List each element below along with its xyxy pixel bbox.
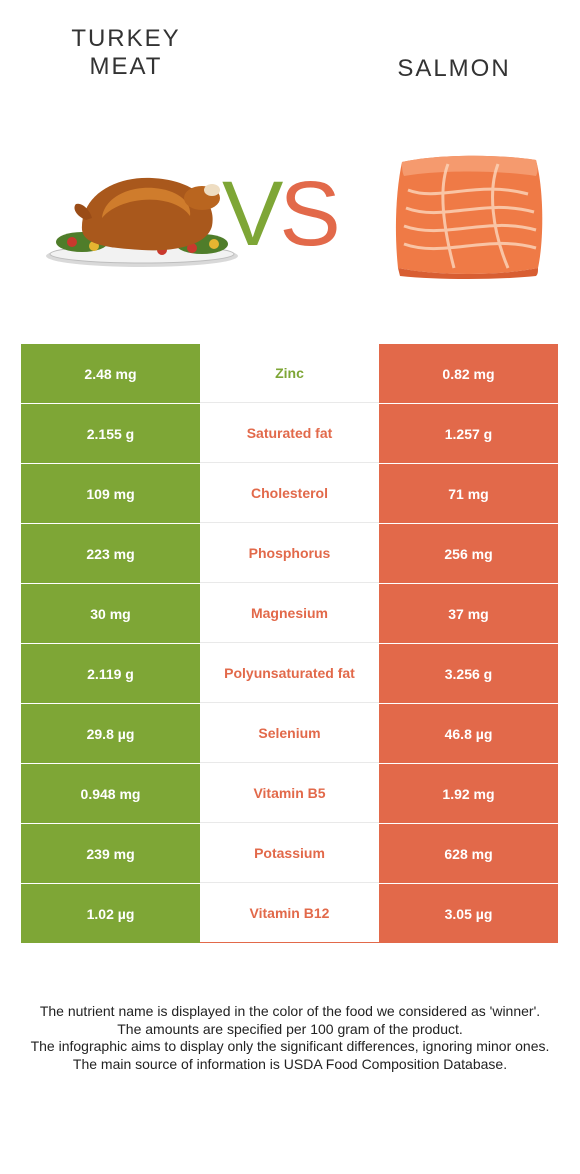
salmon-value: 46.8 µg <box>379 704 558 763</box>
nutrient-name: Saturated fat <box>200 404 379 463</box>
turkey-value: 2.119 g <box>21 644 200 703</box>
table-row: 239 mg Potassium 628 mg <box>21 824 558 884</box>
food-left-title: TURKEY MEAT <box>71 25 181 80</box>
table-row: 2.155 g Saturated fat 1.257 g <box>21 404 558 464</box>
vs-v: V <box>222 163 283 265</box>
nutrient-name: Magnesium <box>200 584 379 643</box>
vs-label: VS <box>222 168 341 260</box>
turkey-value: 29.8 µg <box>21 704 200 763</box>
nutrient-name: Cholesterol <box>200 464 379 523</box>
table-row: 109 mg Cholesterol 71 mg <box>21 464 558 524</box>
salmon-value: 0.82 mg <box>379 344 558 403</box>
turkey-value: 109 mg <box>21 464 200 523</box>
table-row: 30 mg Magnesium 37 mg <box>21 584 558 644</box>
table-row: 2.119 g Polyunsaturated fat 3.256 g <box>21 644 558 704</box>
nutrient-name: Vitamin B5 <box>200 764 379 823</box>
table-row: 1.02 µg Vitamin B12 3.05 µg <box>21 884 558 944</box>
salmon-value: 1.92 mg <box>379 764 558 823</box>
nutrient-name: Potassium <box>200 824 379 883</box>
salmon-value: 71 mg <box>379 464 558 523</box>
turkey-image <box>46 177 238 267</box>
turkey-value: 30 mg <box>21 584 200 643</box>
nutrient-name: Zinc <box>200 344 379 403</box>
footnotes: The nutrient name is displayed in the co… <box>20 1003 560 1073</box>
footnote-line: The amounts are specified per 100 gram o… <box>117 1020 463 1037</box>
table-row: 223 mg Phosphorus 256 mg <box>21 524 558 584</box>
nutrient-name: Phosphorus <box>200 524 379 583</box>
table-row: 29.8 µg Selenium 46.8 µg <box>21 704 558 764</box>
vs-s: S <box>279 163 340 265</box>
salmon-value: 3.256 g <box>379 644 558 703</box>
table-row: 2.48 mg Zinc 0.82 mg <box>21 344 558 404</box>
turkey-value: 223 mg <box>21 524 200 583</box>
salmon-value: 256 mg <box>379 524 558 583</box>
turkey-value: 0.948 mg <box>21 764 200 823</box>
footnote-line: The main source of information is USDA F… <box>72 1055 508 1072</box>
turkey-value: 239 mg <box>21 824 200 883</box>
table-row: 0.948 mg Vitamin B5 1.92 mg <box>21 764 558 824</box>
turkey-value: 2.155 g <box>21 404 200 463</box>
salmon-value: 3.05 µg <box>379 884 558 943</box>
footnote-line: The nutrient name is displayed in the co… <box>39 1003 541 1019</box>
nutrient-name: Polyunsaturated fat <box>200 644 379 703</box>
nutrient-name: Vitamin B12 <box>200 884 379 943</box>
salmon-value: 1.257 g <box>379 404 558 463</box>
turkey-value: 1.02 µg <box>21 884 200 943</box>
footnote-line: The infographic aims to display only the… <box>30 1038 550 1054</box>
nutrient-name: Selenium <box>200 704 379 763</box>
header: TURKEY MEAT SALMON VS <box>0 0 580 330</box>
salmon-image <box>395 155 543 279</box>
turkey-value: 2.48 mg <box>21 344 200 403</box>
salmon-value: 37 mg <box>379 584 558 643</box>
salmon-value: 628 mg <box>379 824 558 883</box>
food-right-title: SALMON <box>397 55 511 82</box>
comparison-table: 2.48 mg Zinc 0.82 mg 2.155 g Saturated fat 1.… <box>21 344 558 944</box>
